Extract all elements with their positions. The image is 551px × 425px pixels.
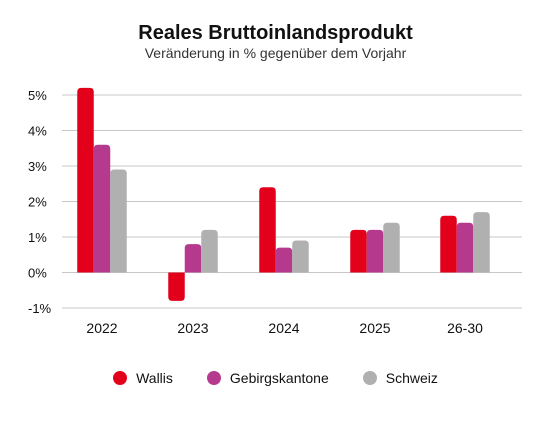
bar-gebirgskantone-26-30 bbox=[456, 222, 474, 273]
x-tick-label: 2024 bbox=[268, 320, 299, 336]
legend-marker-icon bbox=[206, 371, 221, 385]
bar-gebirgskantone-2022 bbox=[93, 144, 111, 273]
legend-item: Wallis bbox=[113, 370, 173, 386]
bar-wallis-2024 bbox=[259, 187, 276, 273]
y-tick-label: 0% bbox=[28, 266, 47, 281]
x-tick-label: 2025 bbox=[359, 320, 390, 336]
y-tick-label: 2% bbox=[28, 195, 47, 210]
bar-wallis-2025 bbox=[350, 229, 367, 273]
bar-schweiz-26-30 bbox=[473, 212, 490, 273]
legend-item: Schweiz bbox=[362, 370, 438, 386]
legend-marker-icon bbox=[113, 371, 128, 385]
bar-schweiz-2025 bbox=[383, 222, 400, 273]
x-tick-label: 2023 bbox=[177, 320, 208, 336]
x-tick-label: 26-30 bbox=[447, 320, 483, 336]
bar-wallis-2022 bbox=[77, 87, 94, 273]
y-tick-label: 4% bbox=[28, 124, 47, 139]
legend-label: Schweiz bbox=[385, 370, 438, 386]
bar-wallis-26-30 bbox=[440, 215, 457, 273]
legend-label: Gebirgskantone bbox=[229, 370, 329, 386]
chart-title: Reales Bruttoinlandsprodukt bbox=[138, 22, 413, 44]
bar-schweiz-2024 bbox=[292, 240, 309, 273]
chart-subtitle: Veränderung in % gegenüber dem Vorjahr bbox=[144, 45, 407, 61]
y-tick-label: 5% bbox=[28, 88, 47, 103]
bar-gebirgskantone-2023 bbox=[184, 244, 202, 273]
bar-schweiz-2022 bbox=[110, 169, 127, 273]
y-tick-label: 3% bbox=[28, 159, 47, 174]
legend-label: Wallis bbox=[136, 370, 173, 386]
legend-marker-icon bbox=[362, 371, 377, 385]
x-tick-label: 2022 bbox=[86, 320, 117, 336]
y-tick-label: -1% bbox=[28, 301, 52, 316]
y-tick-label: 1% bbox=[28, 230, 47, 245]
legend: Wallis Gebirgskantone Schweiz bbox=[0, 370, 551, 386]
bar-gebirgskantone-2024 bbox=[275, 247, 293, 273]
legend-item: Gebirgskantone bbox=[206, 370, 329, 386]
bar-wallis-2023 bbox=[168, 272, 185, 301]
bar-schweiz-2023 bbox=[201, 229, 218, 273]
bar-gebirgskantone-2025 bbox=[366, 229, 384, 273]
